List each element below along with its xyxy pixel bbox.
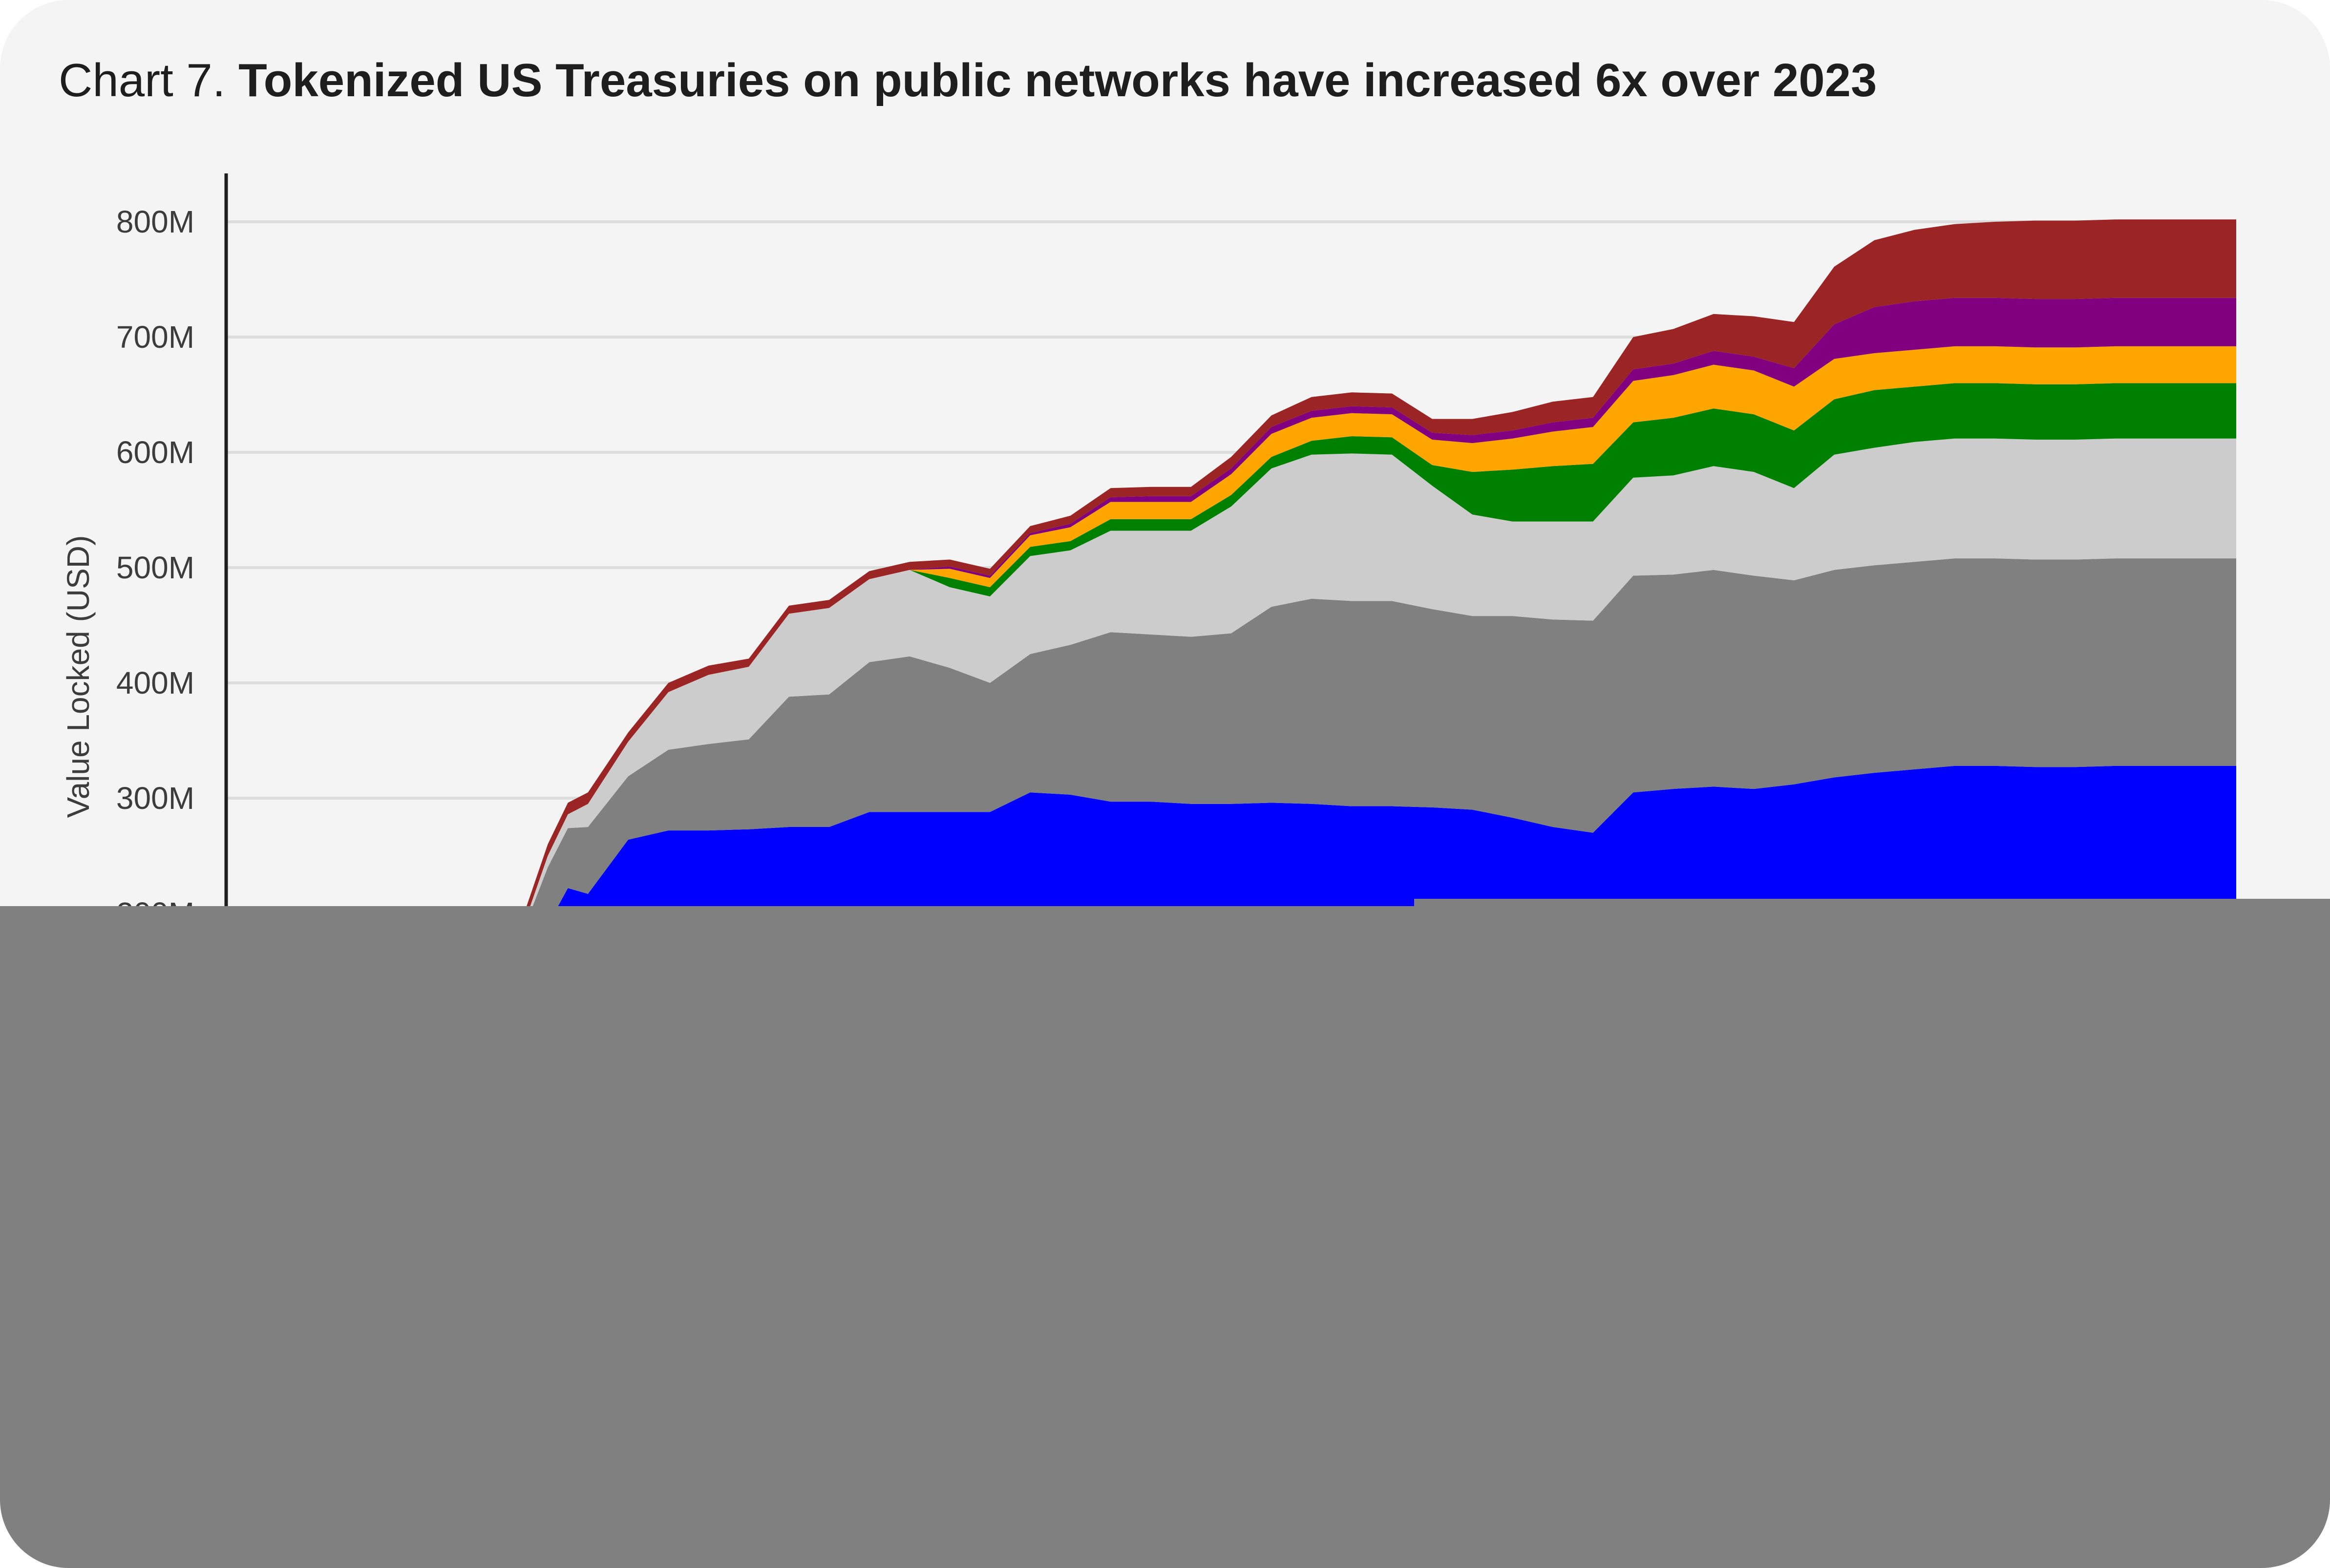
- series-area-2: [226, 438, 2236, 1127]
- y-tick-label: 500M: [116, 550, 194, 585]
- y-axis-label: Value Locked (USD): [61, 535, 96, 818]
- y-tick-label: 400M: [116, 665, 194, 700]
- y-tick-label: 300M: [116, 781, 194, 816]
- y-tick-labels: 800M700M600M500M400M300M200M: [116, 204, 194, 931]
- y-tick-label: 800M: [116, 204, 194, 239]
- chart-title-prefix: Chart 7.: [59, 54, 239, 106]
- y-tick-label: 600M: [116, 435, 194, 470]
- gray-overlay-strip: [1414, 899, 2330, 913]
- gray-overlay-block: [0, 906, 2330, 1568]
- chart-title-main: Tokenized US Treasuries on public networ…: [238, 54, 1877, 106]
- y-tick-label: 700M: [116, 319, 194, 355]
- chart-title: Chart 7. Tokenized US Treasuries on publ…: [59, 54, 1877, 107]
- series-area-1: [226, 558, 2236, 1127]
